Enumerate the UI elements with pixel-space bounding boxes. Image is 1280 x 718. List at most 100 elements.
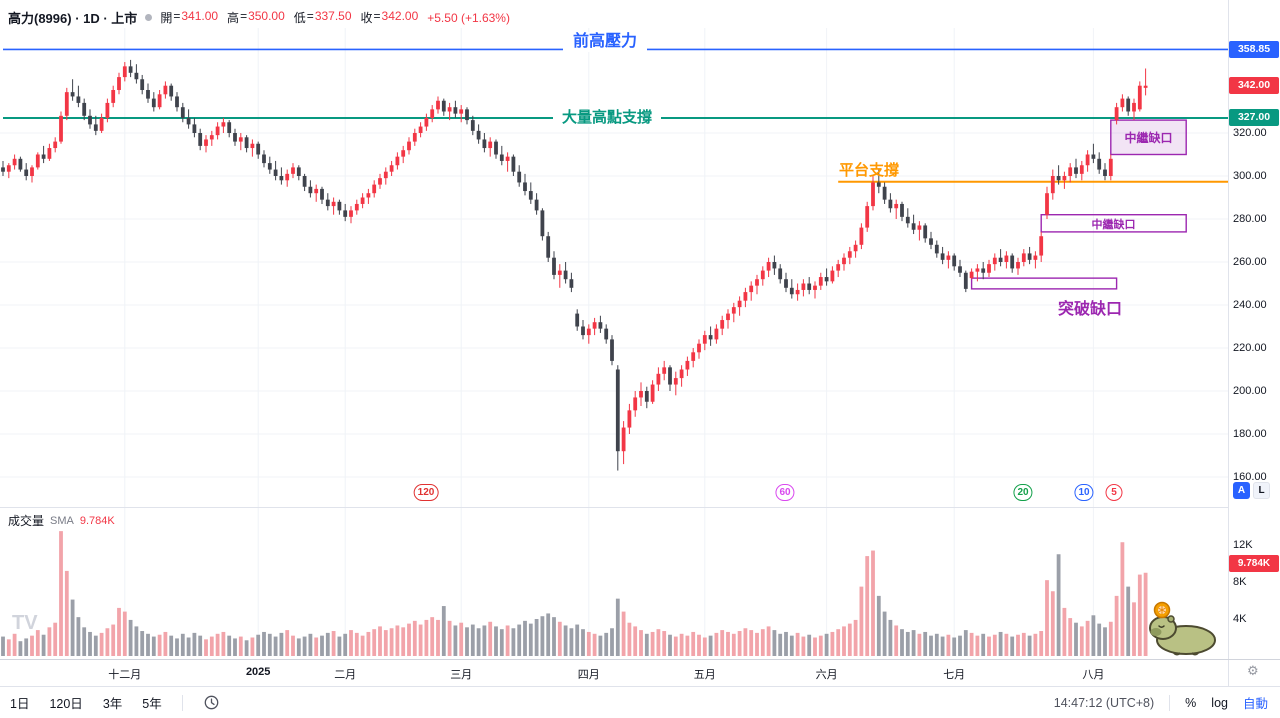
auto-scale-button[interactable]: A <box>1233 482 1250 499</box>
candle-body <box>871 182 875 207</box>
price-axis[interactable]: 320.00 300.00 280.00 260.00 240.00 220.00 200.… <box>1228 0 1280 659</box>
candle-body <box>262 154 266 164</box>
volume-bar <box>894 625 899 656</box>
volume-bar <box>273 636 278 656</box>
ma-period-badge[interactable]: 5 <box>1105 484 1123 501</box>
volume-bar <box>853 619 858 656</box>
candle-body <box>395 156 400 166</box>
volume-bar <box>64 570 69 656</box>
candle-body <box>963 272 968 289</box>
candle-body <box>824 277 829 282</box>
volume-bar <box>482 625 487 656</box>
ma-period-badge[interactable]: 120 <box>413 484 439 501</box>
volume-bar <box>1 636 5 656</box>
volume-bar <box>134 626 139 656</box>
settings-gear-icon[interactable]: ⚙ <box>1247 663 1259 678</box>
volume-bar <box>105 628 110 656</box>
percent-scale-button[interactable]: % <box>1185 695 1197 710</box>
volume-bar <box>546 613 551 656</box>
go-to-date-icon[interactable] <box>203 694 220 711</box>
breakout-gap-label[interactable]: 突破缺口 <box>1058 301 1123 318</box>
volume-bar <box>569 628 574 656</box>
volume-legend: 成交量 SMA 9.784K <box>8 512 115 529</box>
gap-box[interactable] <box>970 277 1118 290</box>
platform-support-label[interactable]: 平台支撐 <box>839 162 900 179</box>
volume-bar <box>285 630 290 656</box>
ma-period-badge[interactable]: 20 <box>1013 484 1033 501</box>
candle-body <box>412 133 417 142</box>
volume-bar <box>1033 633 1038 656</box>
candle-body <box>349 210 353 217</box>
candle-body <box>128 66 133 73</box>
volume-bar <box>749 630 754 656</box>
continuation-gap-label-lower[interactable]: 中繼缺口 <box>1091 218 1136 231</box>
gap-box[interactable] <box>1110 119 1187 156</box>
candle-body <box>859 227 864 245</box>
range-3y[interactable]: 3年 <box>102 697 123 711</box>
candle-body <box>70 92 75 97</box>
volume-bar <box>238 636 243 656</box>
candle-body <box>952 255 957 267</box>
clock-readout[interactable]: 14:47:12 (UTC+8) <box>1053 695 1155 710</box>
candle-body <box>494 141 498 155</box>
candle-body <box>1004 255 1009 262</box>
ma-period-badge[interactable]: 10 <box>1074 484 1094 501</box>
volume-bar <box>1143 572 1148 656</box>
volume-bar <box>163 631 168 656</box>
log-scale-toggle[interactable]: log <box>1211 695 1228 710</box>
candlestick-volume-chart[interactable] <box>0 0 1228 659</box>
volume-bar <box>975 635 980 656</box>
volume-bar <box>1062 607 1067 656</box>
volume-bar <box>157 634 162 656</box>
price-tag: 358.85 <box>1229 40 1279 58</box>
pane-separator[interactable] <box>0 507 1280 508</box>
candle-body <box>407 141 411 151</box>
continuation-gap-label-upper[interactable]: 中繼缺口 <box>1124 130 1173 145</box>
candle-body <box>685 360 690 370</box>
candle-body <box>244 137 249 149</box>
candle-body <box>778 268 783 280</box>
volume-bar <box>70 599 75 656</box>
volume-high-support-label[interactable]: 大量高點支撐 <box>553 108 662 127</box>
volume-bar <box>1045 580 1049 656</box>
candle-body <box>117 77 121 90</box>
candle-body <box>6 165 11 172</box>
ma-period-badge[interactable]: 60 <box>775 484 795 501</box>
auto-scale-toggle[interactable]: 自動 <box>1242 697 1268 711</box>
candle-body <box>523 182 527 192</box>
market-status-dot <box>145 14 153 21</box>
price-axis-label: 300.00 <box>1233 170 1267 182</box>
volume-bar <box>575 624 580 656</box>
candle-body <box>917 225 922 230</box>
log-scale-button[interactable]: L <box>1253 482 1270 499</box>
range-5y[interactable]: 5年 <box>142 697 162 711</box>
capybara-sticker[interactable] <box>1146 595 1218 657</box>
volume-title[interactable]: 成交量 <box>8 514 45 528</box>
volume-bar <box>755 632 759 656</box>
candle-body <box>668 367 672 385</box>
time-axis[interactable]: 十二月 2025 二月 三月 四月 五月 六月 七月 八月 <box>0 660 1228 686</box>
volume-sma-value: 9.784K <box>79 514 115 527</box>
symbol-title[interactable]: 高力(8996) · 1D · 上市 <box>8 11 138 26</box>
volume-bar <box>1132 602 1136 656</box>
volume-bar <box>12 633 17 656</box>
volume-bar <box>122 611 127 656</box>
volume-bar <box>818 635 823 656</box>
candle-body <box>940 253 945 260</box>
volume-bar <box>470 624 475 656</box>
range-120d[interactable]: 120日 <box>49 697 83 711</box>
candle-body <box>227 122 232 133</box>
range-1d[interactable]: 1日 <box>10 697 30 711</box>
gap-box[interactable] <box>1040 213 1187 233</box>
candle-body <box>1068 167 1073 176</box>
volume-bar <box>644 633 649 656</box>
candle-body <box>134 72 139 80</box>
resistance-line-label[interactable]: 前高壓力 <box>563 32 648 52</box>
candle-body <box>82 102 87 116</box>
volume-bar <box>766 626 771 656</box>
volume-bar <box>1056 554 1061 656</box>
candle-body <box>644 391 649 402</box>
candle-body <box>853 244 858 252</box>
candle-body <box>900 203 904 217</box>
candle-body <box>540 210 545 237</box>
